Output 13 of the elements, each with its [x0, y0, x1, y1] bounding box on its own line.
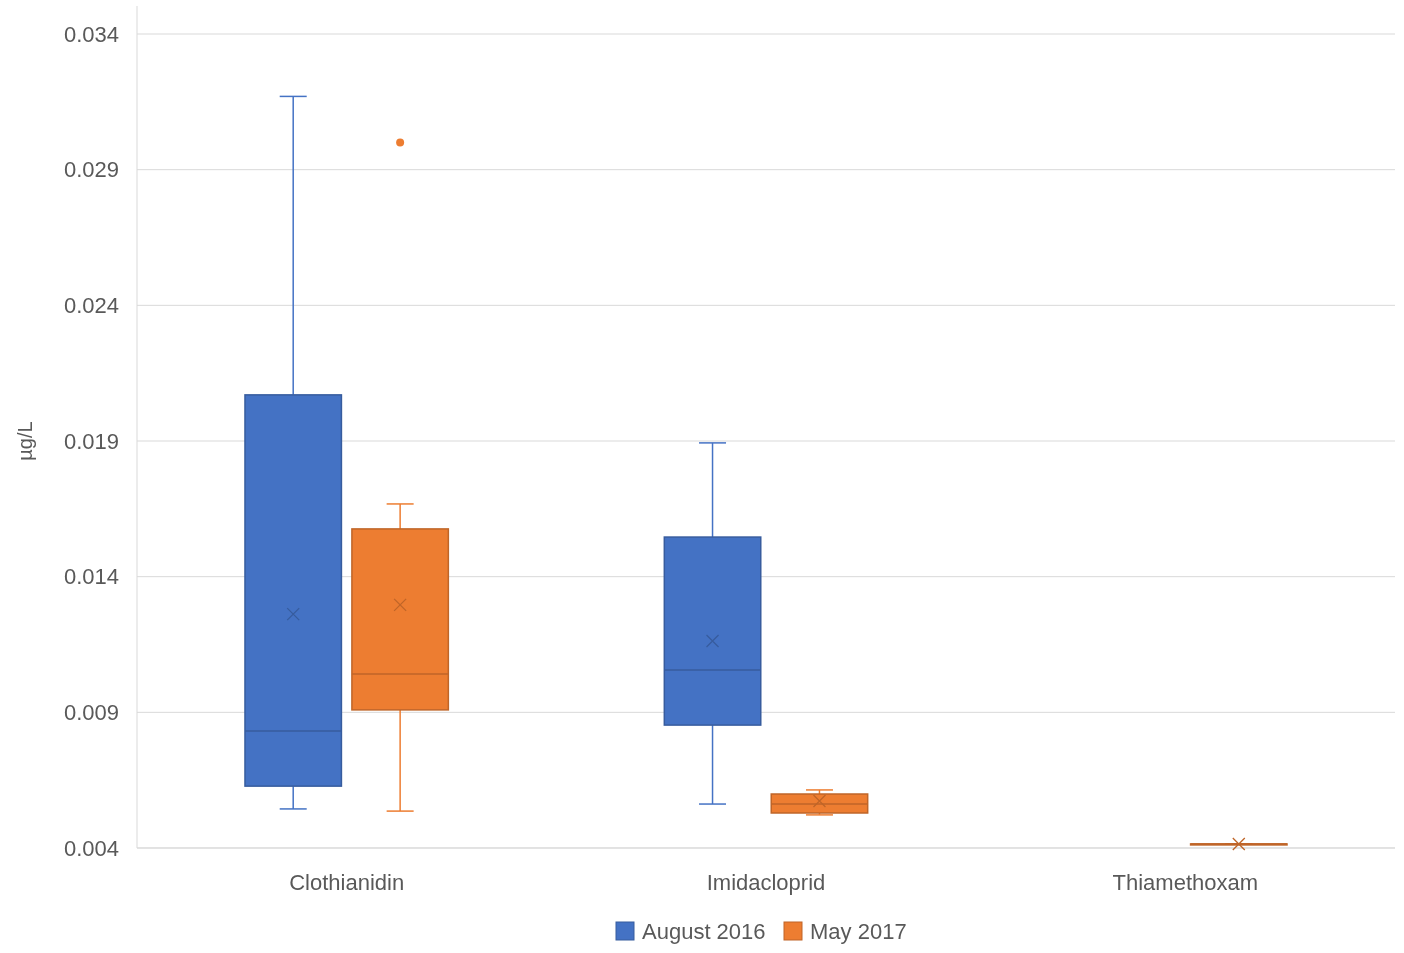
legend-label: May 2017	[810, 918, 907, 944]
y-tick-label: 0.009	[63, 700, 119, 726]
legend-label: August 2016	[642, 918, 766, 944]
x-tick-label: Imidacloprid	[706, 870, 826, 895]
y-tick-label: 0.024	[63, 293, 119, 319]
y-tick-label: 0.004	[63, 835, 119, 861]
y-tick-label: 0.029	[63, 157, 119, 183]
y-tick-label: 0.019	[63, 428, 119, 454]
y-axis-title: µg/L	[14, 421, 36, 461]
x-tick-label: Thiamethoxam	[1112, 870, 1259, 895]
y-tick-label: 0.034	[63, 21, 119, 47]
y-tick-label: 0.014	[63, 564, 119, 590]
x-tick-label: Clothianidin	[289, 870, 405, 895]
